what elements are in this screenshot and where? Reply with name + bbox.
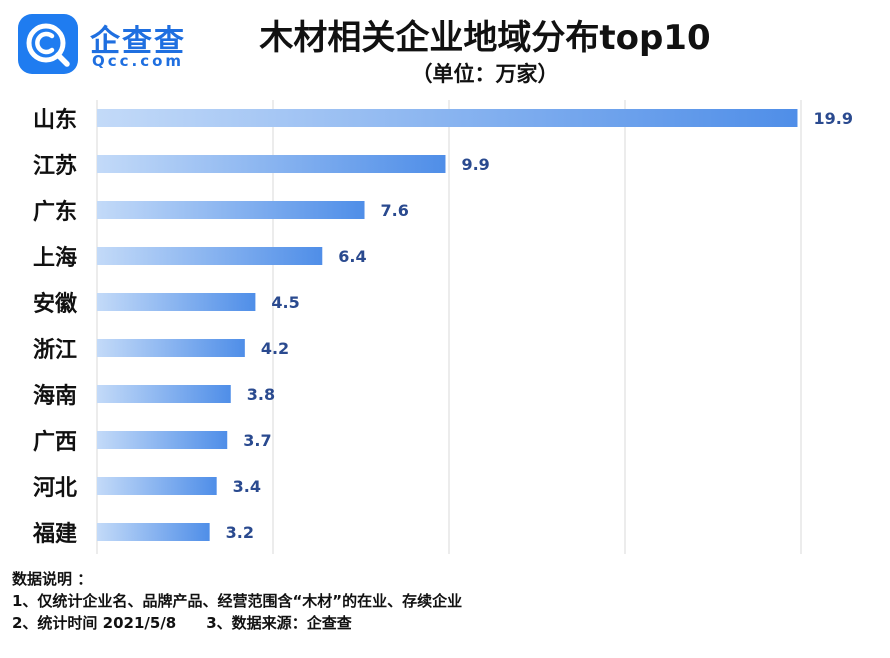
category-label: 江苏 [33, 153, 77, 179]
category-label: 山东 [33, 107, 77, 133]
value-label: 3.4 [233, 477, 261, 496]
value-label: 7.6 [381, 201, 409, 220]
bar-chart: 山东 19.9 江苏 9.9 广东 7.6 上海 6.4 安徽 4.5 浙江 4.2 海南 3.8 广西 3.… [32, 100, 853, 554]
bar [97, 293, 256, 311]
notes-line-2a: 2、统计时间 2021/5/8 [12, 614, 177, 632]
bar [97, 477, 217, 495]
notes-line-2: 2、统计时间 2021/5/8 3、数据来源：企查查 [12, 612, 462, 634]
category-label: 广东 [33, 199, 77, 225]
value-label: 3.8 [247, 385, 275, 404]
category-label: 安徽 [33, 291, 78, 317]
category-label: 浙江 [33, 338, 77, 363]
chart-subtitle: （单位：万家） [411, 62, 559, 86]
bar [97, 431, 228, 449]
value-label: 4.5 [271, 293, 299, 312]
logo: 企查查 Qcc.com [18, 14, 208, 74]
category-label: 广西 [33, 429, 77, 455]
value-label: 3.7 [243, 431, 271, 450]
value-label: 19.9 [813, 109, 852, 128]
bar [97, 523, 210, 541]
value-label: 3.2 [226, 523, 254, 542]
chart-title: 木材相关企业地域分布top10 [259, 18, 711, 58]
bar [97, 109, 798, 127]
bar [97, 339, 245, 357]
notes-line-2b: 3、数据来源：企查查 [206, 614, 352, 632]
category-label: 海南 [33, 383, 77, 409]
category-label: 上海 [33, 245, 77, 271]
bar [97, 247, 323, 265]
value-label: 9.9 [461, 155, 489, 174]
bar [97, 385, 231, 403]
notes-line-1: 1、仅统计企业名、品牌产品、经营范围含“木材”的在业、存续企业 [12, 592, 463, 610]
category-label: 河北 [33, 476, 77, 501]
value-label: 4.2 [261, 339, 289, 358]
labels: 山东 19.9 江苏 9.9 广东 7.6 上海 6.4 安徽 4.5 浙江 4.2 海南 3.8 广西 3.… [32, 107, 853, 547]
bar [97, 155, 446, 173]
logo-domain: Qcc.com [92, 52, 185, 70]
bars [97, 109, 798, 541]
category-label: 福建 [32, 522, 77, 547]
notes-heading: 数据说明 ： [12, 570, 93, 588]
qcc-logo-icon [18, 14, 78, 74]
data-notes: 数据说明 ： 1、仅统计企业名、品牌产品、经营范围含“木材”的在业、存续企业 2… [12, 568, 462, 634]
value-label: 6.4 [338, 247, 366, 266]
logo-name: 企查查 [90, 24, 186, 59]
bar [97, 201, 365, 219]
